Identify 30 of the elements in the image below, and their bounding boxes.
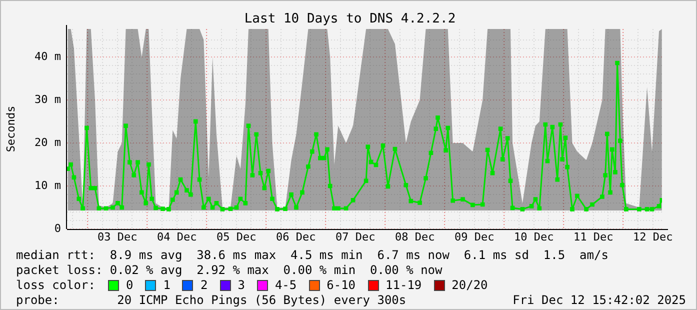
y-tick-label: 30 m — [34, 92, 62, 106]
x-tick-label: 03 Dec — [97, 230, 138, 244]
x-tick-label: 12 Dec — [632, 230, 673, 244]
y-axis-title: Seconds — [4, 106, 18, 152]
x-tick-label: 09 Dec — [454, 230, 494, 244]
y-tick-label: 10 m — [34, 178, 62, 192]
text: 20/20 — [452, 278, 488, 293]
x-tick-label: 06 Dec — [276, 230, 316, 244]
y-tick-label: 40 m — [34, 50, 62, 63]
text: 3 — [238, 278, 245, 293]
x-tick-label: 04 Dec — [156, 230, 197, 244]
x-tick-label: 05 Dec — [216, 230, 256, 244]
y-tick-label: 0 — [54, 222, 61, 235]
text: 0 — [126, 278, 134, 293]
text: Fri Dec 12 15:42:02 2025 — [512, 293, 686, 308]
text: 4-5 — [274, 278, 297, 293]
text: median rtt: 8.9 ms avg 38.6 ms max 4.5 ms min 6.7 ms now 6.1 ms sd 1.5 am/s — [16, 248, 610, 263]
text: 1 — [163, 278, 170, 293]
text: probe: 20 ICMP Echo Pings (56 Bytes) every 300s — [16, 293, 406, 308]
text: 2 — [200, 278, 208, 293]
y-tick-label: 20 m — [34, 136, 62, 149]
chart-title: Last 10 Days to DNS 4.2.2.2 — [244, 11, 456, 26]
x-tick-label: 08 Dec — [394, 230, 435, 244]
x-tick-label: 07 Dec — [335, 230, 376, 244]
text: 6-10 — [326, 278, 356, 293]
x-tick-label: 10 Dec — [514, 230, 554, 244]
text: 11-19 — [386, 278, 422, 293]
text: loss color: — [16, 278, 96, 293]
text: packet loss: 0.02 % avg 2.92 % max 0.00 % min 0.00 % now — [16, 263, 444, 278]
x-tick-label: 11 Dec — [573, 230, 614, 244]
